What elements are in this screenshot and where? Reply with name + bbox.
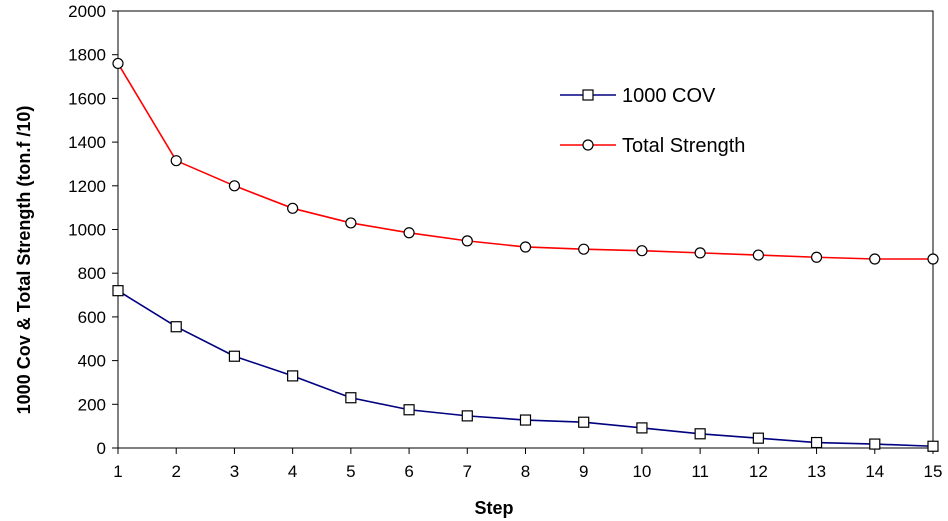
legend-item: 1000 COV <box>560 85 716 107</box>
data-point-circle <box>170 155 182 167</box>
data-point-square <box>228 350 241 362</box>
data-point-square <box>112 285 124 297</box>
x-tick-label: 14 <box>865 462 884 481</box>
x-tick-label: 10 <box>632 462 651 481</box>
legend-square-marker <box>582 89 594 101</box>
data-point-square <box>810 436 823 449</box>
x-tick-label: 1 <box>113 462 122 481</box>
data-point-square <box>927 440 939 452</box>
x-tick-label: 3 <box>230 462 239 481</box>
legend-label: 1000 COV <box>622 85 716 107</box>
x-tick-label: 6 <box>404 462 413 481</box>
legend-item: Total Strength <box>560 135 745 157</box>
data-point-circle <box>287 202 299 214</box>
data-point-circle <box>578 243 590 255</box>
series-0 <box>112 285 939 452</box>
data-point-circle <box>869 253 881 265</box>
data-point-square <box>636 422 648 434</box>
data-point-square <box>461 410 473 422</box>
data-point-circle <box>228 180 241 192</box>
y-tick-label: 1400 <box>68 133 106 152</box>
x-tick-label: 2 <box>171 462 180 481</box>
x-tick-label: 9 <box>579 462 588 481</box>
data-point-circle <box>752 249 764 261</box>
data-point-circle <box>810 251 823 263</box>
y-tick-label: 800 <box>78 264 106 283</box>
y-tick-label: 400 <box>78 352 106 371</box>
data-point-square <box>869 438 881 450</box>
data-point-square <box>345 392 357 404</box>
data-point-square <box>287 370 299 382</box>
y-axis-title: 1000 Cov & Total Strength (ton.f /10) <box>14 106 34 415</box>
data-point-square <box>752 432 764 444</box>
data-point-circle <box>636 245 648 257</box>
x-tick-label: 12 <box>749 462 768 481</box>
data-point-square <box>403 404 415 416</box>
legend-circle-marker <box>582 139 594 151</box>
data-point-square <box>694 428 706 440</box>
data-point-circle <box>345 217 357 229</box>
x-tick-label: 5 <box>346 462 355 481</box>
legend: 1000 COV Total Strength <box>560 85 745 157</box>
data-point-square <box>519 414 532 426</box>
y-tick-label: 1000 <box>68 221 106 240</box>
y-tick-label: 200 <box>78 395 106 414</box>
data-point-circle <box>519 241 532 253</box>
series-1 <box>112 57 939 265</box>
x-axis-title: Step <box>474 498 513 518</box>
x-tick-label: 13 <box>807 462 826 481</box>
y-tick-label: 2000 <box>68 2 106 21</box>
data-point-square <box>170 321 182 333</box>
data-point-circle <box>694 247 706 259</box>
data-point-circle <box>112 57 124 70</box>
data-point-circle <box>461 235 473 247</box>
y-tick-label: 600 <box>78 308 106 327</box>
y-tick-label: 1800 <box>68 46 106 65</box>
x-tick-label: 4 <box>288 462 297 481</box>
y-tick-label: 1200 <box>68 177 106 196</box>
plot-area <box>117 10 934 449</box>
x-tick-label: 15 <box>924 462 943 481</box>
y-tick-label: 0 <box>97 439 106 458</box>
x-tick-label: 11 <box>691 462 709 481</box>
data-point-circle <box>403 227 415 239</box>
x-tick-label: 8 <box>521 462 530 481</box>
x-tick-label: 7 <box>463 462 472 481</box>
y-tick-label: 1600 <box>68 89 106 108</box>
data-point-square <box>578 416 590 428</box>
legend-label: Total Strength <box>622 135 745 157</box>
series-layer <box>112 57 939 452</box>
data-point-circle <box>927 253 939 265</box>
